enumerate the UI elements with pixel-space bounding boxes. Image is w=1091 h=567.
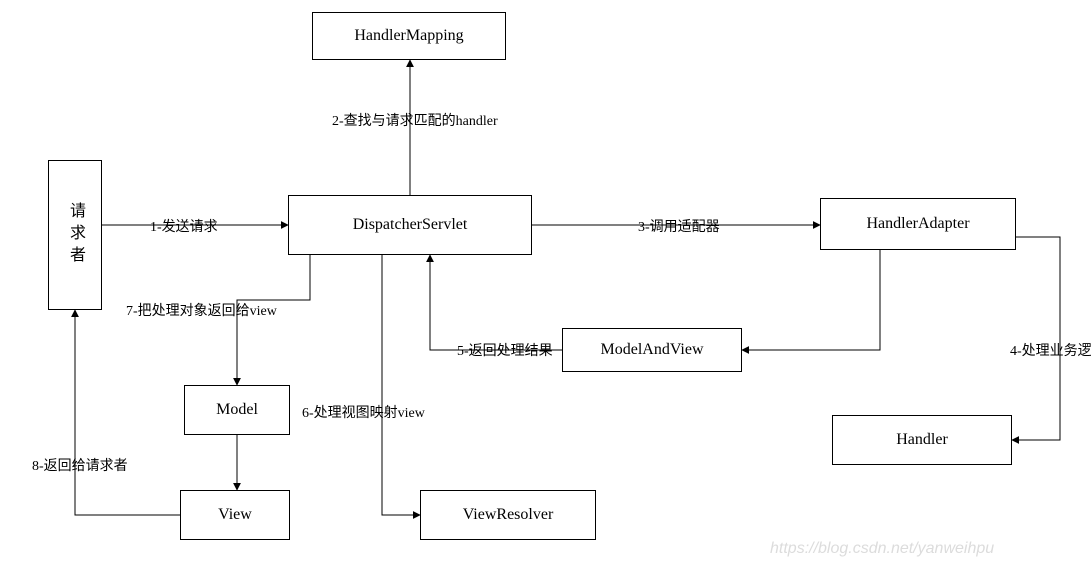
node-label: ViewResolver xyxy=(463,506,554,524)
edge-label-8: 8-返回给请求者 xyxy=(30,455,130,475)
edge-label-5: 5-返回处理结果 xyxy=(455,340,555,360)
node-view-resolver: ViewResolver xyxy=(420,490,596,540)
edge-label-4: 4-处理业务逻辑 xyxy=(1008,340,1091,360)
node-label: HandlerAdapter xyxy=(866,215,969,233)
node-handler: Handler xyxy=(832,415,1012,465)
node-model-and-view: ModelAndView xyxy=(562,328,742,372)
edges-svg xyxy=(0,0,1091,567)
edge-8 xyxy=(75,310,180,515)
node-label: ModelAndView xyxy=(600,341,703,359)
edge-4 xyxy=(1012,237,1060,440)
edge-label-7: 7-把处理对象返回给view xyxy=(124,300,279,320)
node-label: Model xyxy=(216,401,258,419)
edge-5 xyxy=(430,255,562,350)
node-label: DispatcherServlet xyxy=(353,216,468,234)
node-label: Handler xyxy=(896,431,948,449)
watermark: https://blog.csdn.net/yanweihpu xyxy=(770,540,994,558)
edge-7 xyxy=(237,255,310,385)
node-model: Model xyxy=(184,385,290,435)
node-label: 请求者 xyxy=(63,202,87,268)
edge-label-2: 2-查找与请求匹配的handler xyxy=(330,110,500,130)
edge-mav-in xyxy=(742,250,880,350)
node-label: View xyxy=(218,506,252,524)
node-handler-mapping: HandlerMapping xyxy=(312,12,506,60)
node-dispatcher: DispatcherServlet xyxy=(288,195,532,255)
edge-label-6: 6-处理视图映射view xyxy=(300,402,427,422)
node-label: HandlerMapping xyxy=(354,27,463,45)
edge-label-1: 1-发送请求 xyxy=(148,216,220,236)
edge-label-3: 3-调用适配器 xyxy=(636,216,722,236)
node-view: View xyxy=(180,490,290,540)
edge-6 xyxy=(382,255,420,515)
node-handler-adapter: HandlerAdapter xyxy=(820,198,1016,250)
node-requester: 请求者 xyxy=(48,160,102,310)
